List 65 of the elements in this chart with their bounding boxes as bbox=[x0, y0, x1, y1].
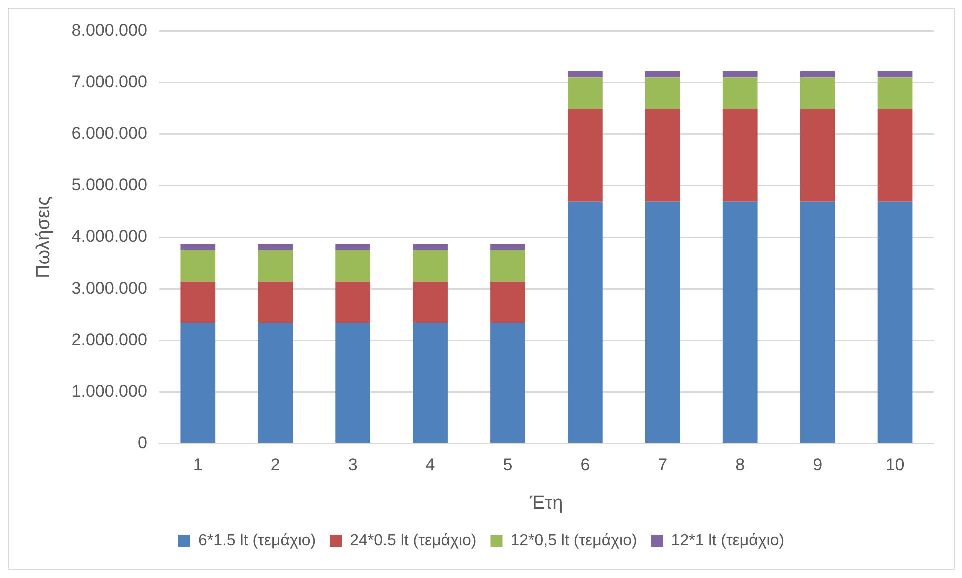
bar bbox=[413, 323, 448, 444]
bar bbox=[878, 109, 913, 202]
legend-label: 12*1 lt (τεμάχιο) bbox=[671, 532, 785, 550]
y-tick-label: 0 bbox=[138, 433, 148, 452]
y-tick-label: 8.000.000 bbox=[72, 20, 148, 40]
x-tick-label: 10 bbox=[886, 456, 905, 475]
bar bbox=[800, 202, 836, 444]
x-tick-label: 4 bbox=[426, 456, 436, 475]
x-tick-label: 7 bbox=[658, 456, 668, 475]
x-tick-label: 9 bbox=[813, 456, 823, 475]
x-tick-label: 6 bbox=[580, 456, 590, 475]
bar bbox=[800, 109, 836, 202]
legend-label: 6*1.5 lt (τεμάχιο) bbox=[198, 532, 316, 550]
bar bbox=[258, 282, 294, 324]
bar bbox=[413, 282, 448, 324]
bar bbox=[490, 250, 526, 282]
bar bbox=[722, 109, 758, 202]
bar bbox=[568, 71, 603, 78]
y-tick-label: 5.000.000 bbox=[72, 176, 148, 195]
legend-label: 12*0,5 lt (τεμάχιο) bbox=[510, 532, 638, 550]
y-axis-title: Πωλήσεις bbox=[34, 196, 55, 278]
bar bbox=[568, 202, 603, 444]
x-tick-label: 5 bbox=[503, 456, 513, 475]
x-tick-label: 1 bbox=[193, 456, 203, 475]
y-tick-label: 2.000.000 bbox=[72, 330, 148, 350]
bar bbox=[645, 202, 680, 444]
bar bbox=[645, 71, 680, 78]
y-tick-label: 4.000.000 bbox=[72, 227, 148, 246]
bar bbox=[722, 78, 758, 110]
bar bbox=[413, 250, 448, 282]
bar bbox=[490, 282, 526, 324]
x-axis-title: Έτη bbox=[529, 492, 564, 514]
bar bbox=[722, 202, 758, 444]
x-tick-label: 8 bbox=[736, 456, 746, 475]
bar bbox=[490, 244, 526, 250]
bar bbox=[878, 71, 913, 78]
bar bbox=[413, 244, 448, 250]
y-tick-label: 7.000.000 bbox=[72, 72, 148, 92]
bar bbox=[180, 323, 216, 444]
bar bbox=[180, 250, 216, 282]
y-tick-label: 6.000.000 bbox=[72, 124, 148, 144]
bar bbox=[258, 244, 294, 250]
bar bbox=[336, 250, 370, 282]
bar bbox=[258, 250, 294, 282]
bar bbox=[878, 202, 913, 444]
bar bbox=[336, 282, 370, 324]
bar bbox=[645, 78, 680, 110]
bar bbox=[336, 323, 370, 444]
legend-label: 24*0.5 lt (τεμάχιο) bbox=[350, 532, 477, 550]
bar bbox=[180, 244, 216, 250]
bar bbox=[800, 78, 836, 110]
x-tick-label: 2 bbox=[270, 456, 280, 475]
y-tick-label: 1.000.000 bbox=[72, 382, 148, 401]
bar bbox=[336, 244, 370, 250]
bar bbox=[878, 78, 913, 110]
bar bbox=[568, 78, 603, 110]
bar bbox=[490, 323, 526, 444]
bar bbox=[645, 109, 680, 202]
y-tick-label: 3.000.000 bbox=[72, 278, 148, 298]
bar bbox=[800, 71, 836, 78]
x-tick-label: 3 bbox=[348, 456, 358, 475]
bar bbox=[180, 282, 216, 324]
bar bbox=[722, 71, 758, 78]
bar bbox=[568, 109, 603, 202]
bar bbox=[258, 323, 294, 444]
